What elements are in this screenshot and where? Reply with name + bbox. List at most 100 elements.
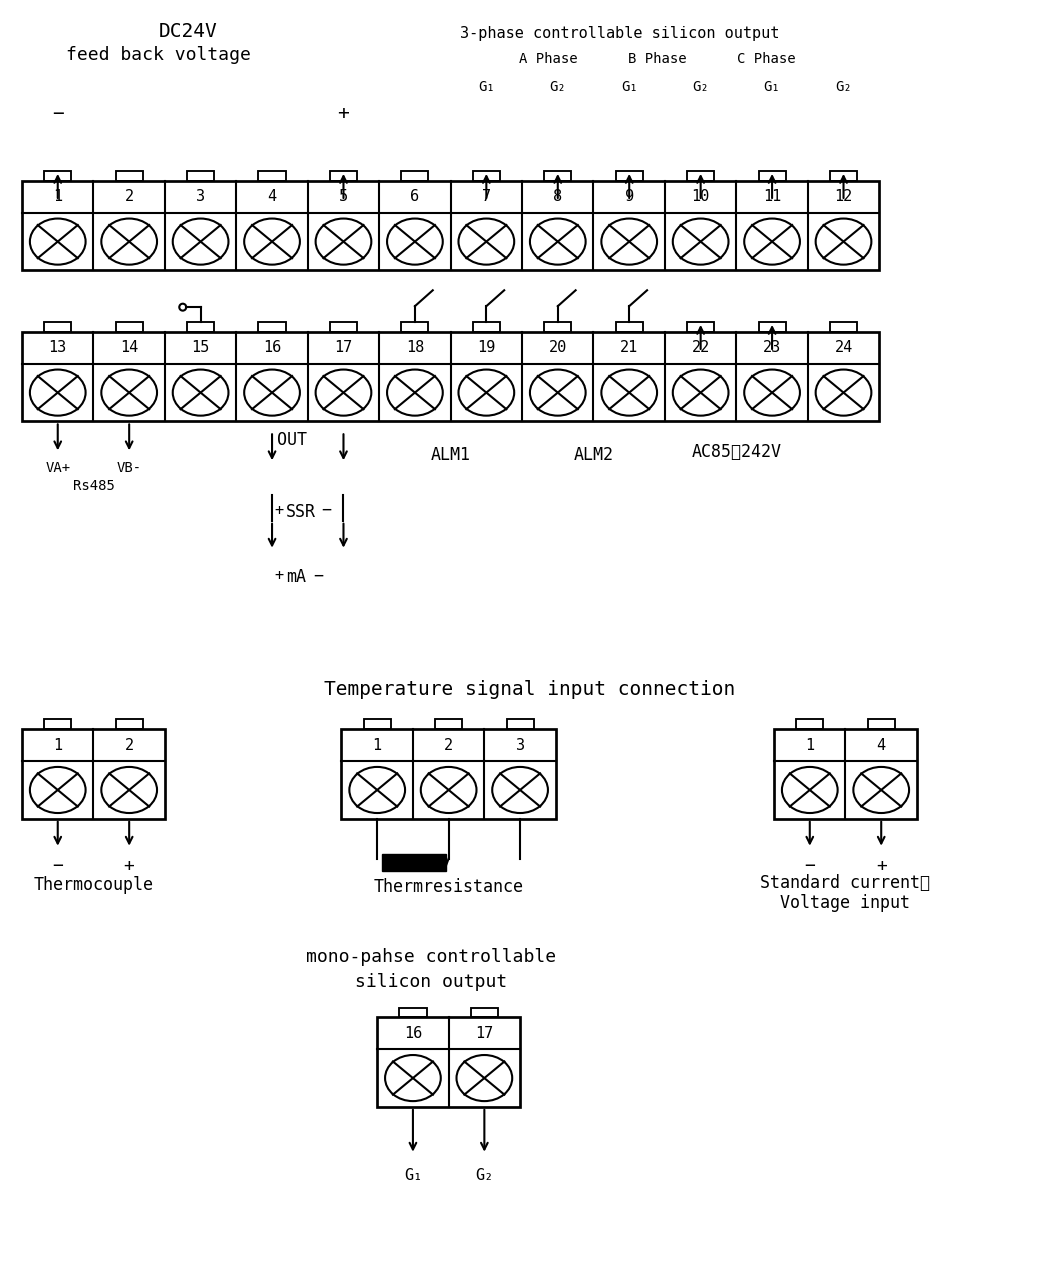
Bar	[400, 1008, 426, 1018]
Bar	[687, 322, 714, 332]
Text: 1: 1	[806, 737, 814, 753]
Text: G₂: G₂	[475, 1169, 494, 1184]
Bar	[45, 322, 71, 332]
Text: 16: 16	[263, 340, 281, 355]
Text: 8: 8	[553, 189, 563, 204]
Text: mA: mA	[286, 569, 306, 586]
Text: C Phase: C Phase	[737, 52, 795, 66]
Bar	[759, 171, 785, 181]
Text: silicon output: silicon output	[355, 973, 507, 991]
Bar	[259, 322, 285, 332]
Text: 20: 20	[549, 340, 567, 355]
Text: 1: 1	[53, 189, 63, 204]
Bar	[22, 730, 165, 819]
Bar	[383, 854, 445, 872]
Bar	[402, 171, 428, 181]
Text: 4: 4	[877, 737, 886, 753]
Text: 4: 4	[267, 189, 277, 204]
Text: 19: 19	[477, 340, 495, 355]
Text: 17: 17	[475, 1025, 494, 1041]
Bar	[616, 171, 642, 181]
Text: −: −	[321, 501, 332, 519]
Text: G₁: G₁	[621, 80, 637, 94]
Text: mono-pahse controllable: mono-pahse controllable	[305, 948, 555, 966]
Text: G₂: G₂	[549, 80, 566, 94]
Text: 12: 12	[834, 189, 852, 204]
Text: +: +	[275, 569, 283, 584]
Bar	[544, 322, 571, 332]
Bar	[45, 171, 71, 181]
Bar	[471, 1008, 498, 1018]
Bar	[116, 720, 143, 730]
Bar	[507, 720, 533, 730]
Bar	[116, 171, 143, 181]
Text: AC85～242V: AC85～242V	[691, 443, 781, 461]
Bar	[616, 322, 642, 332]
Text: +: +	[124, 857, 135, 874]
Text: 15: 15	[192, 340, 210, 355]
Text: Standard current、: Standard current、	[760, 874, 931, 892]
Text: +: +	[275, 503, 283, 518]
Text: DC24V: DC24V	[158, 22, 217, 41]
Bar	[759, 322, 785, 332]
Bar	[187, 322, 214, 332]
Bar	[116, 322, 143, 332]
Text: Temperature signal input connection: Temperature signal input connection	[324, 680, 736, 699]
Bar	[341, 730, 555, 819]
Text: 5: 5	[339, 189, 348, 204]
Text: 18: 18	[406, 340, 424, 355]
Text: B Phase: B Phase	[628, 52, 686, 66]
Text: −: −	[52, 104, 64, 123]
Bar	[830, 322, 858, 332]
Text: 2: 2	[125, 189, 134, 204]
Bar	[774, 730, 917, 819]
Text: Thermocouple: Thermocouple	[34, 877, 154, 895]
Text: 3: 3	[515, 737, 525, 753]
Text: G₁: G₁	[763, 80, 780, 94]
Text: 21: 21	[620, 340, 638, 355]
Text: 3: 3	[196, 189, 206, 204]
Text: 1: 1	[373, 737, 382, 753]
Bar	[830, 171, 858, 181]
Bar	[687, 171, 714, 181]
Text: −: −	[805, 857, 815, 874]
Bar	[796, 720, 824, 730]
Text: 22: 22	[691, 340, 710, 355]
Bar	[435, 720, 462, 730]
Text: 3-phase controllable silicon output: 3-phase controllable silicon output	[460, 27, 779, 41]
Text: VA+: VA+	[46, 461, 70, 475]
Bar	[22, 332, 879, 421]
Text: 2: 2	[125, 737, 134, 753]
Text: 11: 11	[763, 189, 781, 204]
Text: Voltage input: Voltage input	[780, 895, 911, 912]
Text: G₂: G₂	[692, 80, 709, 94]
Text: 16: 16	[404, 1025, 422, 1041]
Text: 13: 13	[49, 340, 67, 355]
Text: 2: 2	[444, 737, 454, 753]
Text: −: −	[314, 566, 323, 585]
Bar	[364, 720, 391, 730]
Text: ALM1: ALM1	[430, 447, 471, 464]
Text: 7: 7	[482, 189, 491, 204]
Text: feed back voltage: feed back voltage	[66, 46, 250, 63]
Text: OUT: OUT	[277, 431, 307, 449]
Text: A Phase: A Phase	[518, 52, 578, 66]
Bar	[187, 171, 214, 181]
Text: G₁: G₁	[478, 80, 495, 94]
Bar	[473, 171, 500, 181]
Text: +: +	[337, 104, 350, 123]
Text: ALM2: ALM2	[573, 447, 614, 464]
Bar	[330, 322, 357, 332]
Bar	[330, 171, 357, 181]
Text: VB-: VB-	[117, 461, 142, 475]
Text: +: +	[876, 857, 886, 874]
Text: SSR: SSR	[286, 503, 316, 520]
Text: −: −	[52, 857, 64, 874]
Bar	[473, 322, 500, 332]
Bar	[402, 322, 428, 332]
Bar	[377, 1018, 520, 1107]
Text: 9: 9	[624, 189, 634, 204]
Text: 6: 6	[410, 189, 420, 204]
Text: 10: 10	[691, 189, 710, 204]
Text: 24: 24	[834, 340, 852, 355]
